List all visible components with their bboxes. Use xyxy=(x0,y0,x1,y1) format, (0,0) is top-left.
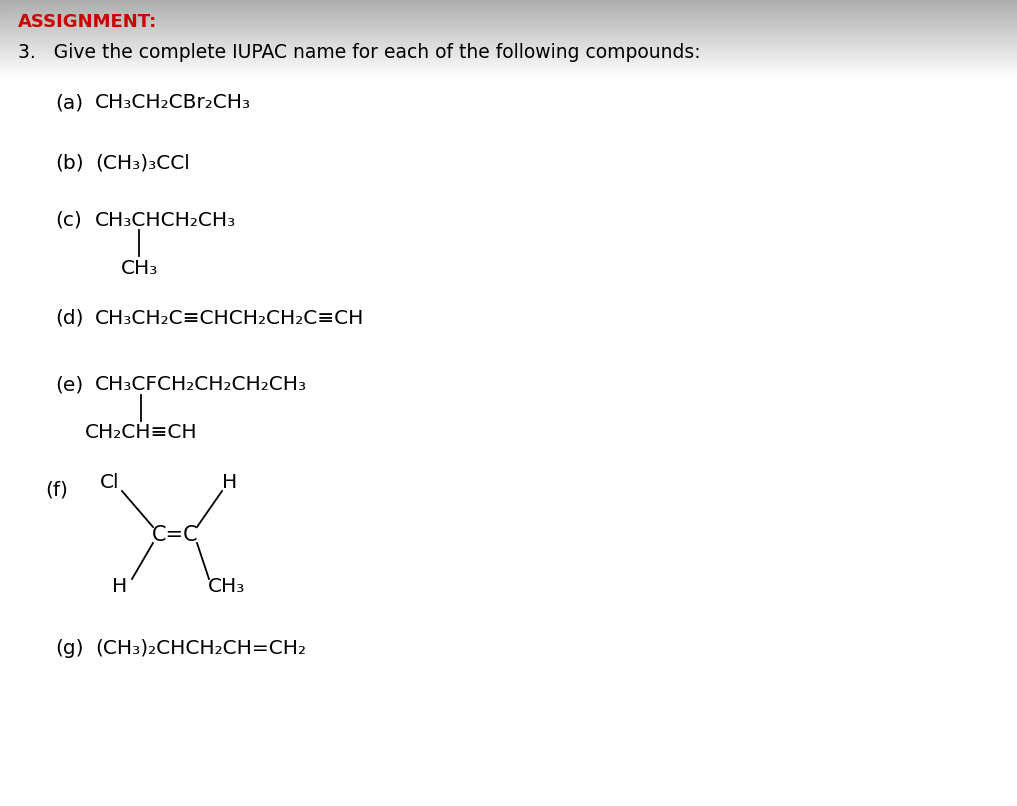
Bar xyxy=(0,9,1017,11)
Bar xyxy=(0,77,1017,78)
Bar xyxy=(0,22,1017,24)
Bar xyxy=(0,43,1017,44)
Bar xyxy=(0,57,1017,59)
Text: (CH₃)₃CCl: (CH₃)₃CCl xyxy=(95,153,190,172)
Bar xyxy=(0,42,1017,44)
Bar xyxy=(0,60,1017,61)
Bar xyxy=(0,49,1017,52)
Bar xyxy=(0,32,1017,35)
Bar xyxy=(0,70,1017,72)
Bar xyxy=(0,48,1017,50)
Text: (d): (d) xyxy=(55,309,83,327)
Text: (f): (f) xyxy=(45,480,68,500)
Bar xyxy=(0,2,1017,3)
Bar xyxy=(0,15,1017,18)
Bar xyxy=(0,61,1017,63)
Bar xyxy=(0,39,1017,41)
Text: Cl: Cl xyxy=(101,473,120,492)
Bar xyxy=(0,19,1017,20)
Bar xyxy=(0,6,1017,8)
Bar xyxy=(0,17,1017,19)
Bar xyxy=(0,36,1017,38)
Bar xyxy=(0,68,1017,69)
Bar xyxy=(0,23,1017,25)
Bar xyxy=(0,65,1017,67)
Bar xyxy=(0,21,1017,23)
Text: 3.   Give the complete IUPAC name for each of the following compounds:: 3. Give the complete IUPAC name for each… xyxy=(18,43,701,61)
Bar xyxy=(0,45,1017,48)
Text: CH₃CHCH₂CH₃: CH₃CHCH₂CH₃ xyxy=(95,210,236,230)
Text: (CH₃)₂CHCH₂CH=CH₂: (CH₃)₂CHCH₂CH=CH₂ xyxy=(95,638,306,658)
Bar xyxy=(0,76,1017,77)
Bar xyxy=(0,0,1017,2)
Bar xyxy=(0,56,1017,58)
Text: CH₃: CH₃ xyxy=(208,578,246,596)
Bar xyxy=(0,2,1017,4)
Bar xyxy=(0,8,1017,10)
Bar xyxy=(0,38,1017,39)
Bar xyxy=(0,72,1017,73)
Text: CH₃: CH₃ xyxy=(120,259,158,277)
Text: (c): (c) xyxy=(55,210,81,230)
Bar xyxy=(0,27,1017,29)
Bar xyxy=(0,30,1017,31)
Bar xyxy=(0,69,1017,71)
Bar xyxy=(0,40,1017,42)
Bar xyxy=(0,19,1017,21)
Text: C=C: C=C xyxy=(152,525,198,545)
Bar xyxy=(0,31,1017,33)
Bar xyxy=(0,26,1017,27)
Text: CH₃CFCH₂CH₂CH₂CH₃: CH₃CFCH₂CH₂CH₂CH₃ xyxy=(95,376,307,394)
Bar xyxy=(0,64,1017,65)
Bar xyxy=(0,44,1017,46)
Bar xyxy=(0,55,1017,56)
Text: H: H xyxy=(112,578,127,596)
Bar xyxy=(0,51,1017,52)
Bar xyxy=(0,25,1017,27)
Text: (e): (e) xyxy=(55,376,83,394)
Bar xyxy=(0,73,1017,75)
Bar xyxy=(0,59,1017,60)
Bar xyxy=(0,4,1017,6)
Bar xyxy=(0,34,1017,35)
Text: ASSIGNMENT:: ASSIGNMENT: xyxy=(18,13,158,31)
Bar xyxy=(0,47,1017,48)
Bar xyxy=(0,66,1017,68)
Bar xyxy=(0,52,1017,54)
Bar xyxy=(0,53,1017,55)
Text: CH₃CH₂C≡CHCH₂CH₂C≡CH: CH₃CH₂C≡CHCH₂CH₂C≡CH xyxy=(95,309,364,327)
Bar xyxy=(0,12,1017,14)
Text: (a): (a) xyxy=(55,93,83,113)
Bar xyxy=(0,35,1017,37)
Bar xyxy=(0,5,1017,7)
Text: CH₃CH₂CBr₂CH₃: CH₃CH₂CBr₂CH₃ xyxy=(95,93,251,113)
Bar xyxy=(0,13,1017,15)
Bar xyxy=(0,15,1017,16)
Text: CH₂CH≡CH: CH₂CH≡CH xyxy=(84,423,197,442)
Bar xyxy=(0,62,1017,64)
Text: (b): (b) xyxy=(55,153,83,172)
Bar xyxy=(0,10,1017,12)
Bar xyxy=(0,28,1017,31)
Text: H: H xyxy=(223,473,238,492)
Bar xyxy=(0,74,1017,76)
Text: (g): (g) xyxy=(55,638,83,658)
